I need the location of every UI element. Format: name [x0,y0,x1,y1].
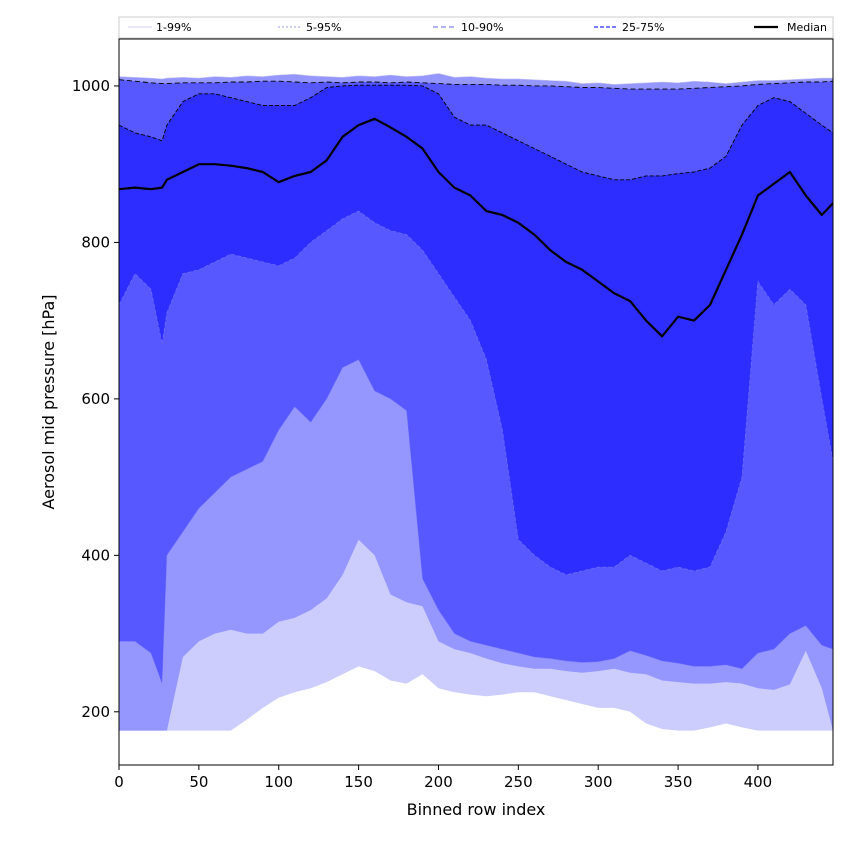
x-tick-label: 100 [264,773,293,791]
y-tick-label: 800 [81,233,110,251]
x-tick-label: 150 [344,773,373,791]
plot-frame [118,38,834,766]
legend: 1-99% 5-95% 10-90% 25-75% Median [118,16,834,39]
band-edge-25-75-upper [118,84,834,181]
x-tick-label: 250 [504,773,533,791]
band-25-75pct [119,85,833,575]
x-tick-label: 350 [664,773,693,791]
legend-label: 25-75% [622,21,664,34]
y-tick-label: 1000 [72,77,110,95]
legend-label: 5-95% [306,21,341,34]
percentile-bands [119,73,833,731]
band-edge-10-90-upper [118,79,834,90]
legend-label: Median [787,21,827,34]
median-layer [118,117,834,338]
median-line [118,117,834,338]
x-axis-label: Binned row index [407,800,546,819]
y-axis: 200 400 600 800 1000 [72,77,119,721]
x-tick-label: 0 [114,773,124,791]
y-tick-label: 400 [81,546,110,564]
x-tick-label: 400 [744,773,773,791]
y-tick-label: 200 [81,703,110,721]
band-edge-1-99-upper [118,73,833,85]
y-axis-label: Aerosol mid pressure [hPa] [39,294,58,509]
y-tick-label: 600 [81,390,110,408]
x-tick-label: 50 [189,773,208,791]
band-edge-25-75-lower [118,210,834,576]
x-tick-label: 300 [584,773,613,791]
legend-box [118,16,834,39]
legend-label: 10-90% [461,21,503,34]
band-edge-10-90-lower [119,359,834,684]
x-tick-label: 200 [424,773,453,791]
percentile-band-edges [118,73,834,684]
x-axis: 0 50 100 150 200 250 300 350 400 [114,765,772,791]
legend-label: 1-99% [156,21,191,34]
